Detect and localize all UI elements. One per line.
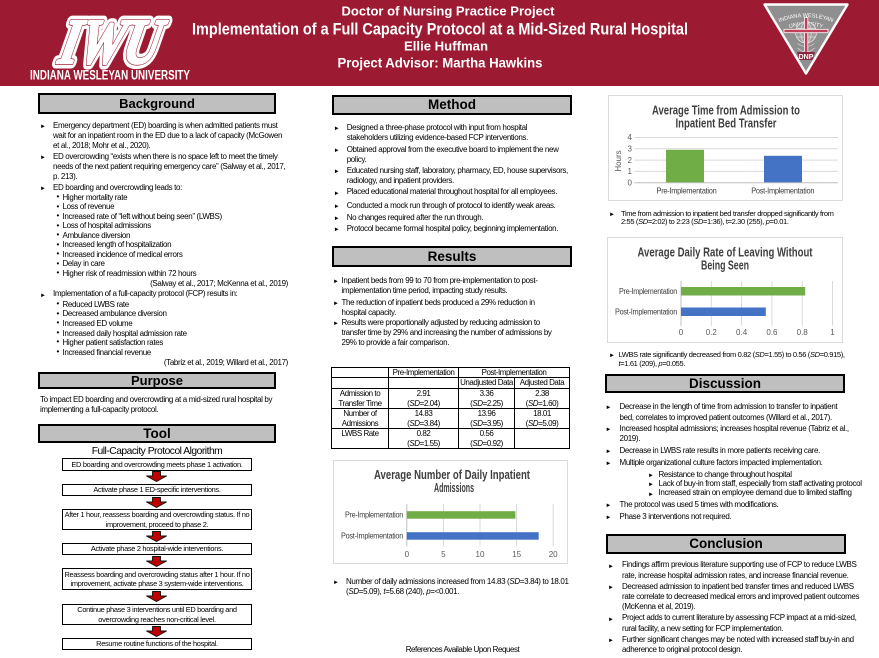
svg-text:0.8: 0.8 <box>797 328 809 337</box>
svg-text:Hours: Hours <box>614 150 623 171</box>
svg-text:10: 10 <box>476 550 485 559</box>
svg-text:0: 0 <box>628 178 633 187</box>
svg-text:INDIANA WESLEYAN UNIVERSITY: INDIANA WESLEYAN UNIVERSITY <box>30 68 190 83</box>
svg-text:3: 3 <box>628 145 633 154</box>
svg-text:Post-Implementation: Post-Implementation <box>341 532 403 541</box>
svg-text:4: 4 <box>628 133 633 142</box>
svg-text:IWU: IWU <box>53 6 171 77</box>
svg-text:Doctor of Nursing Practice Pro: Doctor of Nursing Practice Project <box>342 4 556 19</box>
svg-text:Project Advisor: Martha Hawkin: Project Advisor: Martha Hawkins <box>338 56 543 71</box>
svg-text:0: 0 <box>405 550 410 559</box>
svg-text:Admissions: Admissions <box>434 481 474 495</box>
svg-text:Post-Implementation: Post-Implementation <box>615 308 677 317</box>
svg-text:0.6: 0.6 <box>766 328 778 337</box>
svg-text:IWU: IWU <box>53 6 171 77</box>
svg-text:0.4: 0.4 <box>736 328 748 337</box>
svg-text:0.2: 0.2 <box>706 328 718 337</box>
svg-text:Pre-Implementation: Pre-Implementation <box>657 187 717 196</box>
svg-text:0: 0 <box>679 328 684 337</box>
svg-text:Implementation of a Full Capac: Implementation of a Full Capacity Protoc… <box>192 20 688 39</box>
svg-text:15: 15 <box>512 550 521 559</box>
svg-text:IWU: IWU <box>53 6 171 77</box>
svg-text:Average Number of Daily Inpati: Average Number of Daily Inpatient <box>374 468 531 482</box>
svg-text:5: 5 <box>441 550 446 559</box>
svg-text:Ellie Huffman: Ellie Huffman <box>404 39 488 54</box>
svg-text:Pre-Implementation: Pre-Implementation <box>619 287 677 296</box>
svg-text:Being Seen: Being Seen <box>701 259 749 273</box>
svg-text:DNP: DNP <box>799 54 814 61</box>
svg-text:2: 2 <box>628 156 633 165</box>
svg-text:20: 20 <box>549 550 558 559</box>
svg-text:Average Time from Admission to: Average Time from Admission to <box>652 104 800 118</box>
svg-text:1: 1 <box>628 167 633 176</box>
svg-text:1: 1 <box>830 328 835 337</box>
svg-text:Inpatient Bed Transfer: Inpatient Bed Transfer <box>676 117 777 131</box>
svg-text:Average Daily Rate of Leaving: Average Daily Rate of Leaving Without <box>638 246 814 260</box>
svg-text:Post-Implementation: Post-Implementation <box>751 187 814 196</box>
svg-text:Pre-Implementation: Pre-Implementation <box>345 511 403 520</box>
